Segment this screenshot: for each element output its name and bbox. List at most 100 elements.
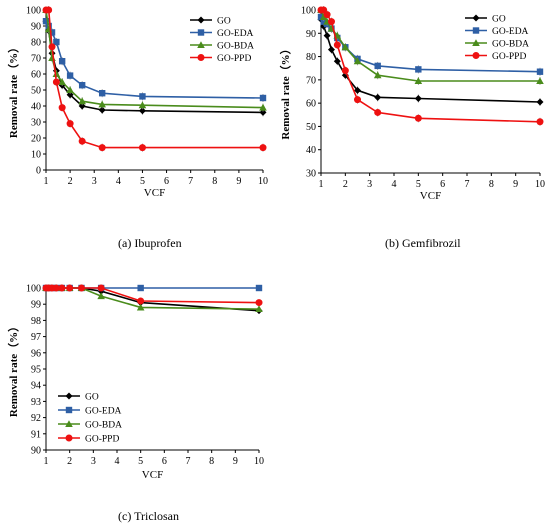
data-point bbox=[255, 299, 263, 307]
series-line bbox=[320, 19, 541, 103]
x-tick-label: 7 bbox=[188, 176, 193, 187]
data-point bbox=[354, 86, 361, 94]
x-tick-label: 7 bbox=[465, 179, 470, 190]
y-tick-label: 100 bbox=[301, 6, 316, 17]
y-tick-label: 90 bbox=[31, 446, 41, 457]
data-point bbox=[327, 18, 335, 26]
y-tick-label: 0 bbox=[36, 166, 41, 177]
x-axis-label: VCF bbox=[144, 187, 165, 199]
data-point bbox=[78, 284, 85, 292]
data-point bbox=[48, 54, 56, 61]
data-point bbox=[259, 144, 267, 152]
x-tick-label: 4 bbox=[115, 456, 120, 467]
data-point bbox=[52, 70, 61, 77]
data-point bbox=[354, 96, 361, 104]
y-tick-label: 100 bbox=[26, 6, 41, 17]
data-point bbox=[53, 38, 60, 46]
data-point bbox=[374, 62, 381, 70]
x-tick-label: 10 bbox=[258, 176, 268, 187]
data-point bbox=[97, 284, 105, 292]
series-go-bda bbox=[42, 6, 267, 112]
data-point bbox=[137, 297, 145, 305]
x-tick-label: 5 bbox=[138, 456, 143, 467]
legend-label: GO-PPD bbox=[217, 54, 251, 64]
data-point bbox=[66, 284, 74, 292]
legend-marker bbox=[472, 52, 480, 59]
data-point bbox=[333, 41, 341, 49]
data-point bbox=[536, 118, 544, 126]
caption-a: (a) Ibuprofen bbox=[118, 236, 182, 250]
x-tick-label: 2 bbox=[67, 456, 72, 467]
legend-marker bbox=[65, 392, 73, 400]
series-line bbox=[46, 287, 260, 310]
x-tick-label: 3 bbox=[92, 176, 97, 187]
data-point bbox=[98, 144, 106, 152]
data-point bbox=[341, 43, 350, 51]
legend-marker bbox=[472, 39, 480, 46]
series-go-ppd bbox=[42, 6, 267, 152]
x-tick-label: 5 bbox=[140, 176, 145, 187]
data-point bbox=[138, 107, 146, 115]
x-tick-label: 8 bbox=[489, 179, 494, 190]
y-axis-label: Removal rate（%） bbox=[7, 321, 20, 417]
legend-marker bbox=[472, 14, 480, 22]
x-tick-label: 10 bbox=[535, 179, 545, 190]
y-tick-label: 98 bbox=[31, 316, 41, 327]
y-tick-label: 93 bbox=[31, 397, 41, 408]
x-axis-label: VCF bbox=[142, 469, 163, 481]
chart-panel-1: 30 40 50 60 70 80 90 100 1 2 3 4 5 6 7 8 9 10 VCF Removal r… bbox=[279, 6, 545, 203]
data-point bbox=[353, 57, 362, 65]
x-tick-label: 3 bbox=[91, 456, 96, 467]
data-point bbox=[320, 18, 327, 25]
data-point bbox=[327, 46, 335, 54]
y-tick-label: 40 bbox=[306, 145, 316, 156]
series-line bbox=[46, 287, 260, 304]
x-tick-label: 8 bbox=[212, 176, 217, 187]
legend-label: GO bbox=[492, 15, 506, 25]
data-point bbox=[415, 66, 422, 73]
legend-marker bbox=[197, 16, 205, 24]
legend-label: GO-PPD bbox=[85, 435, 119, 445]
y-tick-label: 10 bbox=[31, 150, 41, 161]
x-tick-label: 2 bbox=[343, 179, 348, 190]
data-point bbox=[536, 98, 544, 106]
x-tick-label: 4 bbox=[392, 179, 397, 190]
data-point bbox=[373, 71, 382, 79]
data-point bbox=[98, 100, 106, 108]
caption-c: (c) Triclosan bbox=[118, 509, 179, 523]
x-tick-label: 10 bbox=[254, 456, 264, 467]
x-axis-label: VCF bbox=[420, 190, 441, 202]
y-tick-label: 60 bbox=[306, 99, 316, 110]
x-tick-label: 1 bbox=[44, 456, 49, 467]
legend-marker bbox=[472, 27, 480, 34]
data-point bbox=[536, 68, 544, 75]
x-tick-label: 1 bbox=[319, 179, 324, 190]
y-tick-label: 96 bbox=[31, 348, 41, 359]
data-point bbox=[42, 18, 50, 25]
y-axis-label: Removal rate（%） bbox=[279, 43, 292, 139]
data-point bbox=[58, 104, 66, 112]
data-point bbox=[52, 284, 60, 292]
y-tick-label: 20 bbox=[31, 134, 41, 145]
legend-label: GO-BDA bbox=[217, 42, 254, 52]
caption-b: (b) Gemfibrozil bbox=[385, 236, 461, 250]
data-point bbox=[78, 137, 86, 145]
x-tick-label: 6 bbox=[164, 176, 169, 187]
legend-marker bbox=[197, 54, 205, 61]
series-go bbox=[317, 15, 544, 106]
x-tick-label: 5 bbox=[416, 179, 421, 190]
data-point bbox=[136, 303, 145, 311]
legend-label: GO-EDA bbox=[217, 29, 254, 39]
x-tick-label: 8 bbox=[209, 456, 214, 467]
y-tick-label: 97 bbox=[31, 332, 41, 343]
y-tick-label: 50 bbox=[31, 86, 41, 97]
data-point bbox=[317, 13, 325, 21]
x-tick-label: 3 bbox=[367, 179, 372, 190]
series-go-ppd bbox=[317, 6, 544, 126]
data-point bbox=[98, 90, 106, 97]
data-point bbox=[259, 94, 267, 102]
y-tick-label: 99 bbox=[31, 300, 41, 311]
y-axis-label: Removal rate（%） bbox=[7, 42, 20, 138]
x-tick-label: 1 bbox=[44, 176, 49, 187]
